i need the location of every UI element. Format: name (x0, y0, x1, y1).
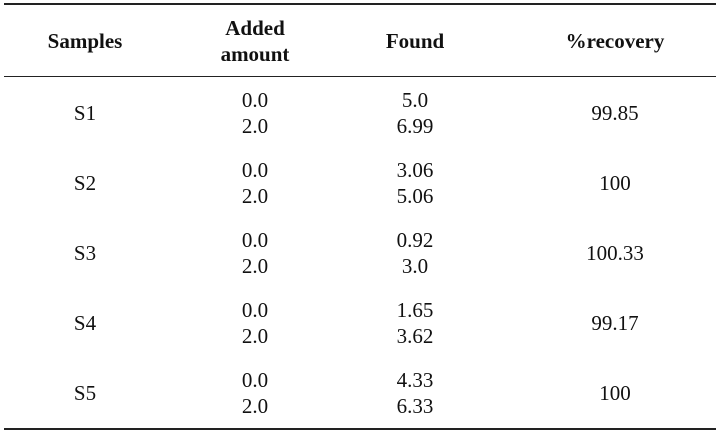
found-cell: 6.99 (396, 114, 434, 138)
recovery-cell: 99.17 (591, 311, 639, 335)
top-rule (4, 3, 716, 5)
found-cell: 3.0 (401, 254, 429, 278)
header-cell: %recovery (565, 29, 665, 53)
added-cell: 0.0 (241, 88, 269, 112)
header-cell: Added amount (220, 16, 290, 66)
recovery-cell: 99.85 (591, 101, 639, 125)
sample-cell: S4 (73, 311, 97, 335)
recovery-cell: 100 (599, 381, 631, 405)
header-rule (4, 76, 716, 77)
found-cell: 4.33 (396, 368, 434, 392)
sample-cell: S5 (73, 381, 97, 405)
added-cell: 2.0 (241, 184, 269, 208)
added-cell: 2.0 (241, 254, 269, 278)
sample-cell: S2 (73, 171, 97, 195)
found-cell: 0.92 (396, 228, 434, 252)
header-cell: Found (385, 29, 445, 53)
found-cell: 5.06 (396, 184, 434, 208)
added-cell: 0.0 (241, 298, 269, 322)
added-cell: 2.0 (241, 324, 269, 348)
added-cell: 2.0 (241, 114, 269, 138)
found-cell: 3.06 (396, 158, 434, 182)
bottom-rule (4, 428, 716, 430)
added-cell: 0.0 (241, 228, 269, 252)
added-cell: 2.0 (241, 394, 269, 418)
found-cell: 1.65 (396, 298, 434, 322)
found-cell: 6.33 (396, 394, 434, 418)
recovery-cell: 100 (599, 171, 631, 195)
found-cell: 5.0 (401, 88, 429, 112)
header-cell: Samples (47, 29, 123, 53)
added-cell: 0.0 (241, 158, 269, 182)
found-cell: 3.62 (396, 324, 434, 348)
recovery-cell: 100.33 (586, 241, 644, 265)
sample-cell: S3 (73, 241, 97, 265)
added-cell: 0.0 (241, 368, 269, 392)
sample-cell: S1 (73, 101, 97, 125)
